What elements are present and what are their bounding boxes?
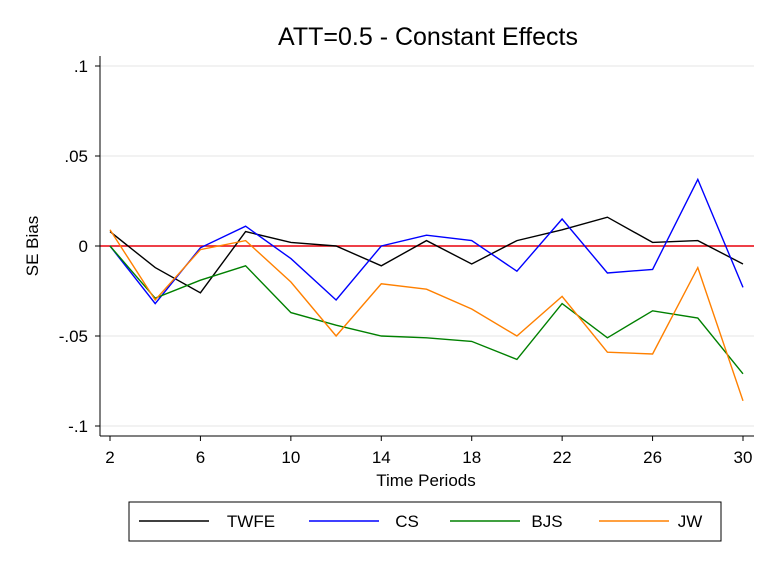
y-tick-label: -.1: [68, 417, 88, 436]
x-tick-label: 10: [281, 448, 300, 467]
x-tick-label: 30: [734, 448, 753, 467]
x-tick-label: 22: [553, 448, 572, 467]
legend: TWFE CS BJS JW: [128, 501, 722, 542]
x-tick-label: 2: [105, 448, 114, 467]
x-tick-label: 6: [196, 448, 205, 467]
y-axis-title: SE Bias: [23, 216, 42, 276]
y-tick-label: .05: [64, 147, 88, 166]
chart-title: ATT=0.5 - Constant Effects: [278, 23, 578, 51]
x-tick-label: 26: [643, 448, 662, 467]
series-line-cs: [109, 177, 744, 305]
series-lines: [109, 177, 744, 402]
x-tick-label: 18: [462, 448, 481, 467]
x-axis-ticks: 2 6 10 14 18 22 26 30: [105, 436, 752, 467]
x-tick-label: 14: [372, 448, 391, 467]
y-tick-label: .1: [74, 57, 88, 76]
y-tick-label: 0: [79, 237, 88, 256]
y-tick-label: -.05: [59, 327, 88, 346]
series-line-bjs: [109, 245, 744, 375]
x-axis-title: Time Periods: [376, 471, 476, 490]
y-axis-ticks: -.1 -.05 0 .05 .1: [59, 57, 100, 436]
legend-label-jw: JW: [678, 512, 703, 531]
legend-label-cs: CS: [395, 512, 419, 531]
legend-label-twfe: TWFE: [227, 512, 275, 531]
series-line-jw: [109, 229, 744, 402]
series-line-twfe: [109, 216, 744, 294]
legend-label-bjs: BJS: [531, 512, 562, 531]
